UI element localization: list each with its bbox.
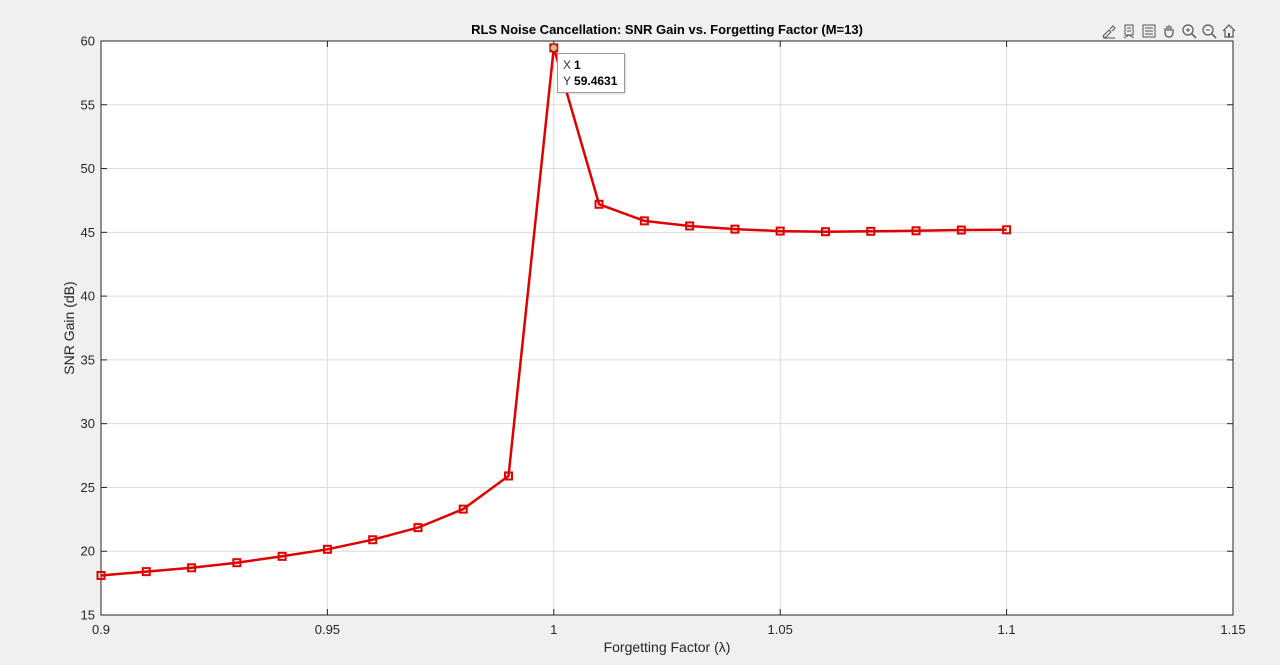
y-tick-label: 20 [81,544,95,559]
y-tick-label: 50 [81,161,95,176]
data-point-marker [730,224,740,234]
data-point-marker [594,199,604,209]
y-tick-label: 45 [81,225,95,240]
x-tick-label: 1.15 [1220,622,1245,637]
zoom-in-icon[interactable] [1180,22,1198,40]
x-tick-label: 1.1 [998,622,1016,637]
data-point-marker [187,563,197,573]
data-tip-y-value: 59.4631 [574,74,618,88]
chart-title: RLS Noise Cancellation: SNR Gain vs. For… [471,22,863,37]
y-axis-label: SNR Gain (dB) [61,281,77,374]
y-tick-label: 40 [81,289,95,304]
x-tick-label: 0.95 [315,622,340,637]
y-tick-label: 25 [81,480,95,495]
axes-toolbar [1100,22,1238,40]
data-point-marker [232,558,242,568]
home-icon[interactable] [1220,22,1238,40]
brush-icon[interactable] [1100,22,1118,40]
data-point-marker [685,221,695,231]
data-point-marker [911,226,921,236]
data-point-marker [322,544,332,554]
data-point-marker [775,226,785,236]
pan-icon[interactable] [1160,22,1178,40]
data-point-marker [277,551,287,561]
plot-area [101,41,1233,615]
y-tick-label: 60 [81,34,95,49]
data-point-marker [1002,225,1012,235]
y-tick-label: 55 [81,97,95,112]
data-point-marker [458,504,468,514]
y-tick-label: 30 [81,416,95,431]
data-point-marker [504,471,514,481]
data-point-marker [96,570,106,580]
zoom-out-icon[interactable] [1200,22,1218,40]
data-point-marker [639,216,649,226]
data-point-marker [820,227,830,237]
data-tip-x-value: 1 [574,58,581,72]
data-point-marker [866,226,876,236]
x-tick-label: 0.9 [92,622,110,637]
y-tick-label: 15 [81,608,95,623]
data-tip-y-row: Y 59.4631 [563,73,624,89]
data-point-marker [956,225,966,235]
data-point-marker [368,535,378,545]
x-tick-label: 1 [550,622,557,637]
data-point-marker [413,523,423,533]
data-tip-anchor [549,43,558,52]
data-point-marker [141,567,151,577]
x-tick-label: 1.05 [768,622,793,637]
x-axis-label: Forgetting Factor (λ) [604,639,731,655]
axes-box [100,40,1234,616]
legend-icon[interactable] [1140,22,1158,40]
data-tip-x-label: X [563,58,572,72]
data-tip-y-label: Y [563,74,572,88]
datatip-icon[interactable] [1120,22,1138,40]
y-tick-label: 35 [81,352,95,367]
